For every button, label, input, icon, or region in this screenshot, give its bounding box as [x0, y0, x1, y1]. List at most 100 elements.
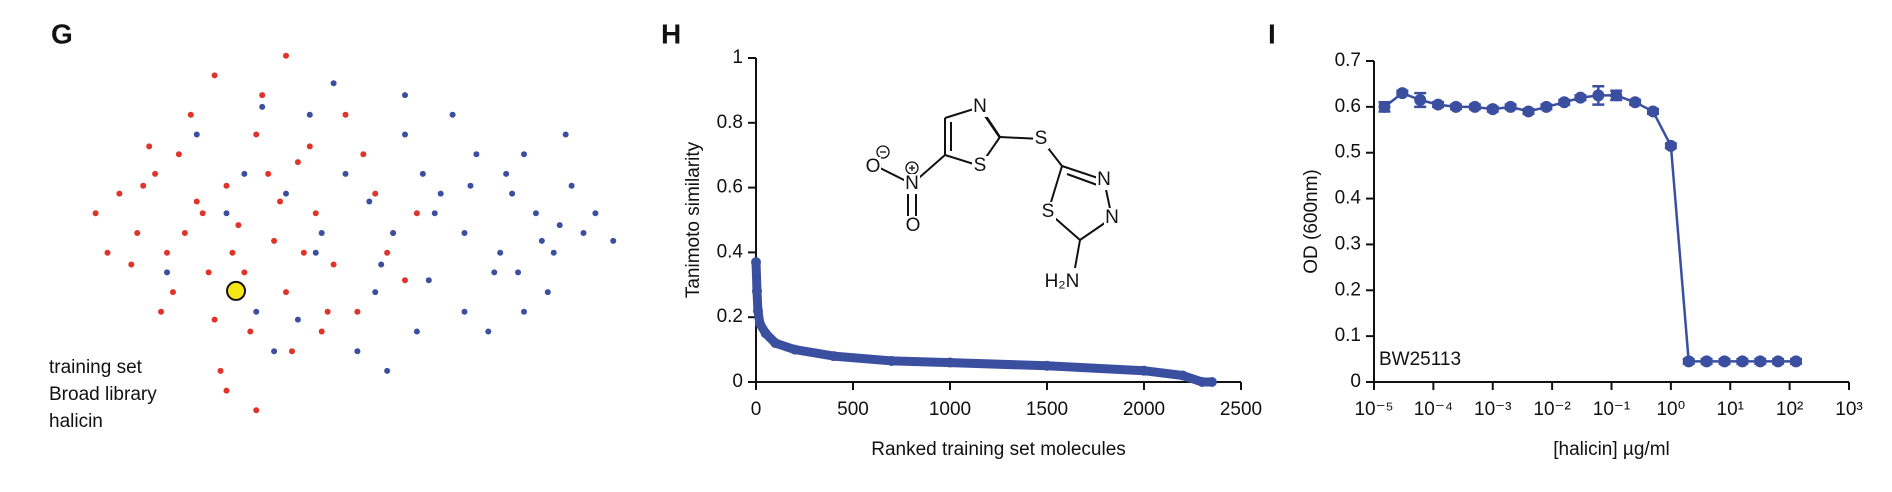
point [1378, 100, 1391, 113]
point [461, 230, 468, 236]
point [300, 249, 307, 256]
point [413, 210, 420, 217]
point [271, 237, 278, 244]
point [1718, 355, 1731, 368]
point [580, 230, 587, 236]
legend-entry: Broad library [49, 384, 157, 405]
point [384, 249, 391, 256]
point [503, 170, 510, 177]
point [751, 286, 762, 297]
point [1432, 98, 1445, 111]
point [467, 182, 474, 189]
point [1486, 103, 1499, 116]
point [312, 210, 319, 217]
point [1139, 365, 1149, 376]
bond [1066, 173, 1101, 187]
bond [999, 136, 1063, 167]
charge [876, 145, 890, 159]
point [1592, 89, 1605, 102]
x-tick-label: 10⁻⁵ [1354, 399, 1393, 420]
point [384, 367, 391, 374]
point [461, 308, 468, 315]
point [372, 289, 379, 296]
atom-bg [972, 156, 988, 176]
point [515, 269, 522, 276]
point [199, 210, 206, 217]
x-tick-label: 10⁻⁴ [1414, 399, 1453, 420]
point [342, 111, 349, 118]
x-tick-label: 10¹ [1717, 399, 1744, 420]
point [128, 261, 135, 268]
panel-label: I [1268, 18, 1276, 49]
point [1540, 100, 1553, 113]
point [226, 280, 247, 301]
point [760, 328, 771, 339]
atom-bg [1104, 208, 1120, 228]
point [752, 305, 763, 316]
point [169, 289, 176, 296]
point [751, 257, 761, 268]
point [283, 52, 289, 59]
point [562, 131, 569, 138]
point [1522, 105, 1535, 118]
point [556, 222, 563, 229]
annotation: BW25113 [1379, 349, 1461, 370]
point [521, 151, 527, 158]
atom-label: N [905, 173, 919, 194]
point [485, 328, 492, 335]
point [1772, 355, 1785, 368]
point [1610, 89, 1623, 102]
point [312, 249, 319, 256]
x-tick-label: 10⁻² [1533, 399, 1571, 420]
point [532, 210, 539, 217]
point [283, 289, 289, 296]
atom-label: N [973, 96, 987, 117]
x-axis-title: [halicin] µg/ml [1553, 439, 1670, 460]
point [568, 182, 575, 189]
y-tick-label: 0.8 [717, 112, 743, 133]
point [253, 407, 260, 414]
molecule-structure [876, 105, 1114, 269]
point [247, 328, 254, 335]
point [181, 230, 188, 236]
x-tick-label: 0 [751, 399, 762, 420]
atom-label: O [866, 156, 881, 177]
point [437, 190, 444, 197]
point [241, 269, 248, 276]
point [92, 210, 99, 217]
point [1504, 100, 1517, 113]
point [402, 277, 408, 284]
point [1042, 360, 1052, 371]
point [1396, 87, 1409, 100]
x-tick-label: 1500 [1026, 399, 1068, 420]
point [193, 198, 200, 205]
point [354, 348, 361, 355]
atom-label: S [1035, 128, 1048, 149]
y-tick-label: 0.2 [717, 306, 743, 327]
point [104, 249, 111, 256]
y-tick-label: 0.4 [1335, 188, 1362, 209]
point [164, 249, 170, 256]
point [318, 328, 325, 335]
point [886, 355, 897, 366]
point [223, 210, 230, 217]
point [253, 131, 260, 138]
point [318, 230, 325, 236]
point [402, 92, 408, 99]
x-tick-label: 10⁻³ [1474, 399, 1512, 420]
x-tick-label: 10⁻¹ [1593, 399, 1631, 420]
point [283, 190, 289, 197]
point [223, 182, 230, 189]
y-tick-label: 0.6 [1335, 96, 1361, 117]
atom-bg [1033, 129, 1049, 149]
point [1197, 377, 1208, 387]
legend-entry: halicin [49, 411, 103, 432]
point [288, 348, 295, 355]
y-tick-label: 0.4 [717, 241, 744, 262]
point [134, 230, 141, 236]
atom-bg [972, 97, 988, 117]
panel-label: G [51, 18, 73, 49]
y-tick-label: 0.7 [1335, 50, 1361, 71]
x-tick-label: 1000 [929, 399, 971, 420]
y-tick-label: 1 [732, 47, 743, 68]
